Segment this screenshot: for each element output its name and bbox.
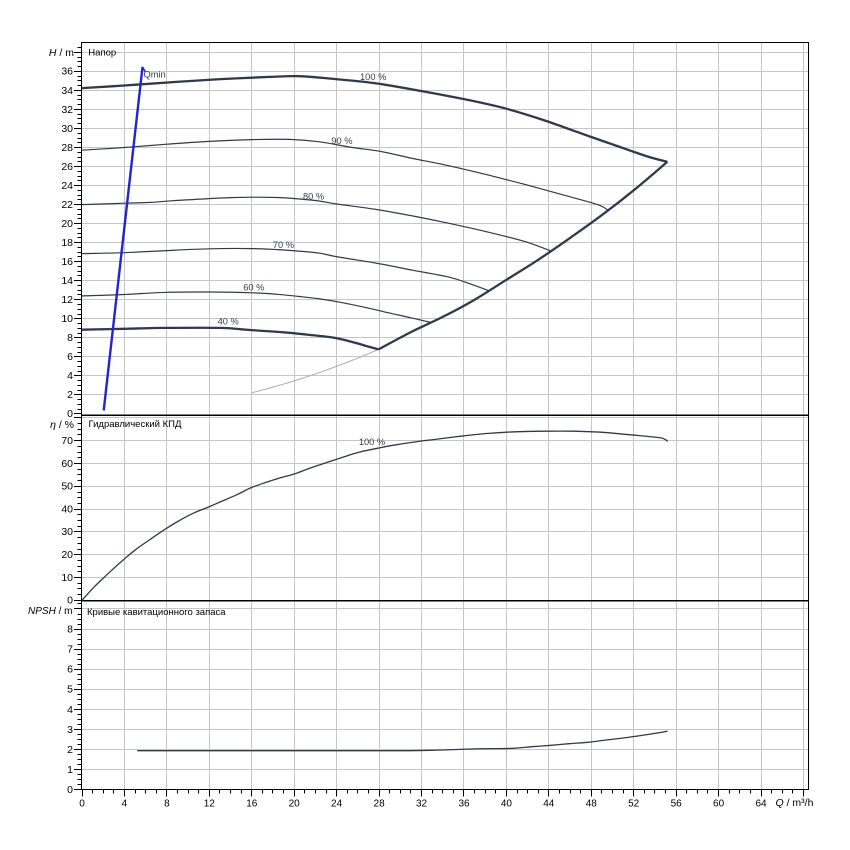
svg-text:60 %: 60 % [243, 283, 264, 293]
svg-text:8: 8 [67, 623, 73, 635]
svg-text:40: 40 [501, 799, 513, 810]
svg-text:η / %: η / % [50, 419, 74, 431]
svg-text:30: 30 [61, 123, 73, 135]
svg-text:0: 0 [67, 784, 73, 796]
svg-text:Qmin: Qmin [144, 70, 166, 80]
svg-text:7: 7 [67, 644, 73, 656]
svg-text:12: 12 [204, 799, 216, 810]
svg-text:24: 24 [331, 799, 343, 810]
svg-text:2: 2 [67, 744, 73, 756]
svg-text:16: 16 [61, 256, 73, 268]
svg-text:20: 20 [61, 549, 73, 561]
svg-text:30: 30 [61, 526, 73, 538]
svg-text:Кривые кавитационного запаса: Кривые кавитационного запаса [87, 607, 226, 618]
svg-text:Гидравлический КПД: Гидравлический КПД [89, 419, 182, 430]
svg-text:Напор: Напор [88, 47, 116, 58]
svg-text:36: 36 [61, 66, 73, 78]
svg-text:70: 70 [61, 435, 73, 447]
svg-text:H / m: H / m [49, 47, 74, 59]
svg-text:100 %: 100 % [360, 72, 386, 82]
svg-text:12: 12 [61, 294, 73, 306]
svg-text:18: 18 [61, 237, 73, 249]
svg-text:28: 28 [61, 142, 73, 154]
svg-text:0: 0 [67, 595, 73, 607]
svg-text:3: 3 [67, 724, 73, 736]
svg-text:60: 60 [61, 458, 73, 470]
svg-text:44: 44 [543, 799, 555, 810]
svg-text:2: 2 [67, 389, 73, 401]
svg-text:20: 20 [61, 218, 73, 230]
svg-text:24: 24 [61, 180, 73, 192]
svg-text:1: 1 [67, 764, 73, 776]
svg-text:90 %: 90 % [331, 136, 352, 146]
svg-text:64: 64 [755, 799, 767, 810]
svg-text:14: 14 [61, 275, 73, 287]
svg-text:0: 0 [67, 408, 73, 420]
svg-text:6: 6 [67, 351, 73, 363]
svg-text:16: 16 [246, 799, 258, 810]
svg-text:40 %: 40 % [218, 317, 239, 327]
svg-text:26: 26 [61, 161, 73, 173]
svg-text:20: 20 [289, 799, 301, 810]
svg-text:34: 34 [61, 85, 73, 97]
svg-text:4: 4 [67, 370, 73, 382]
svg-text:48: 48 [586, 799, 598, 810]
svg-text:10: 10 [61, 313, 73, 325]
svg-text:100 %: 100 % [359, 437, 385, 447]
svg-text:22: 22 [61, 199, 73, 211]
svg-text:40: 40 [61, 503, 73, 515]
svg-text:Q / m³/h: Q / m³/h [776, 797, 814, 809]
svg-text:32: 32 [416, 799, 428, 810]
svg-text:36: 36 [458, 799, 470, 810]
svg-text:32: 32 [61, 104, 73, 116]
svg-text:80 %: 80 % [303, 192, 324, 202]
svg-text:60: 60 [713, 799, 725, 810]
svg-text:52: 52 [628, 799, 640, 810]
svg-text:56: 56 [671, 799, 683, 810]
svg-text:50: 50 [61, 481, 73, 493]
svg-text:6: 6 [67, 664, 73, 676]
svg-text:4: 4 [122, 799, 128, 810]
svg-text:0: 0 [79, 799, 85, 810]
svg-text:5: 5 [67, 684, 73, 696]
svg-text:NPSH / m: NPSH / m [28, 606, 72, 617]
svg-text:70 %: 70 % [273, 240, 294, 250]
svg-text:8: 8 [67, 332, 73, 344]
svg-text:8: 8 [164, 799, 170, 810]
svg-text:10: 10 [61, 572, 73, 584]
svg-text:4: 4 [67, 704, 73, 716]
svg-text:28: 28 [374, 799, 386, 810]
